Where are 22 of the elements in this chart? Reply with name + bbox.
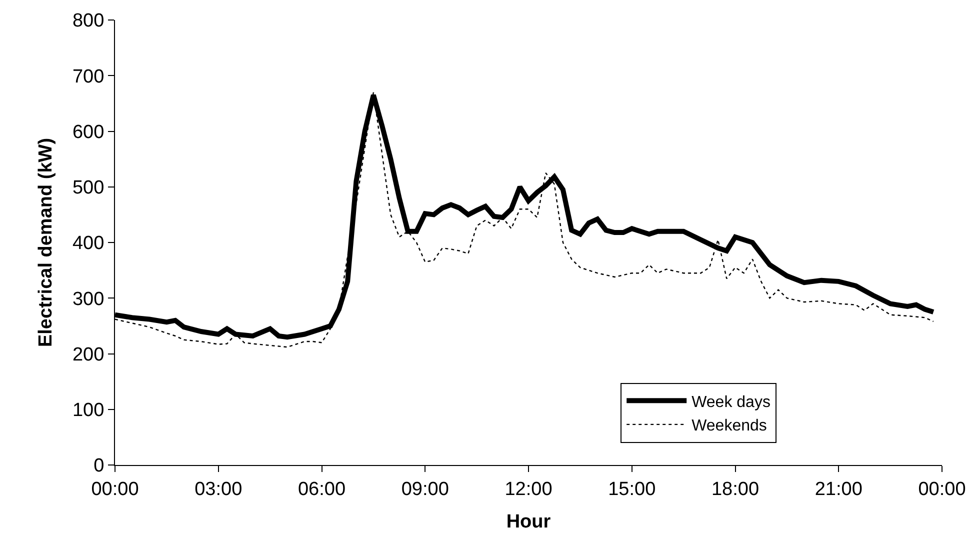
x-tick-label: 12:00	[504, 478, 552, 500]
y-tick-label: 300	[72, 288, 104, 310]
x-tick-label: 03:00	[194, 478, 242, 500]
x-tick-label: 00:00	[918, 478, 966, 500]
y-tick-label: 0	[94, 456, 104, 477]
y-tick-label: 700	[72, 66, 104, 88]
legend-label: Weekends	[692, 418, 767, 435]
x-tick-label: 15:00	[608, 478, 656, 500]
x-axis-title: Hour	[506, 512, 552, 533]
x-tick-label: 09:00	[401, 478, 449, 500]
x-tick-label: 00:00	[91, 478, 139, 500]
y-tick-label: 600	[72, 122, 104, 143]
y-tick-label: 200	[72, 344, 104, 366]
y-axis-title: Electrical demand (kW)	[35, 138, 56, 348]
legend-label: Week days	[692, 394, 770, 411]
x-tick-label: 21:00	[814, 478, 862, 500]
y-tick-label: 800	[72, 10, 104, 32]
x-tick-label: 06:00	[298, 478, 346, 500]
y-tick-label: 100	[72, 400, 104, 422]
y-tick-label: 500	[72, 178, 104, 199]
x-tick-label: 18:00	[711, 478, 760, 500]
y-tick-label: 400	[72, 233, 104, 254]
